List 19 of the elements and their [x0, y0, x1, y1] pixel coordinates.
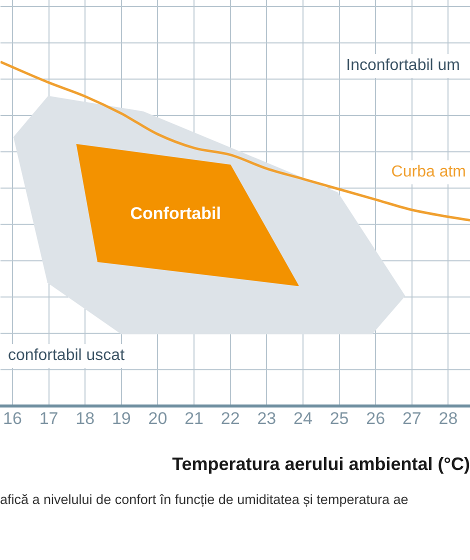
x-tick-label: 18: [76, 408, 95, 428]
x-tick-label: 19: [112, 408, 131, 428]
annotation: Inconfortabil um: [342, 54, 464, 78]
text: afică a nivelului de confort în funcție de umiditatea și temperatura ae: [0, 492, 410, 507]
x-tick-label: 23: [257, 408, 276, 428]
x-tick-label: 27: [402, 408, 422, 428]
x-tick-label: 26: [366, 408, 386, 428]
x-tick-label: 22: [220, 408, 240, 428]
x-tick-label: 20: [148, 408, 168, 428]
series-label: Curba atm: [391, 164, 466, 181]
series-label: Confortabil: [130, 204, 221, 223]
x-tick-label: 21: [184, 408, 204, 428]
x-tick-label: 17: [39, 408, 58, 428]
annotation: confortabil uscat: [4, 344, 129, 368]
x-tick-label: 24: [294, 408, 312, 428]
x-tick-label: 16: [2, 408, 22, 428]
x-tick-label: 28: [438, 408, 458, 428]
x-tick-label: 25: [330, 408, 349, 428]
x-axis-title: Temperatura aerului ambiental (°C): [172, 454, 470, 474]
